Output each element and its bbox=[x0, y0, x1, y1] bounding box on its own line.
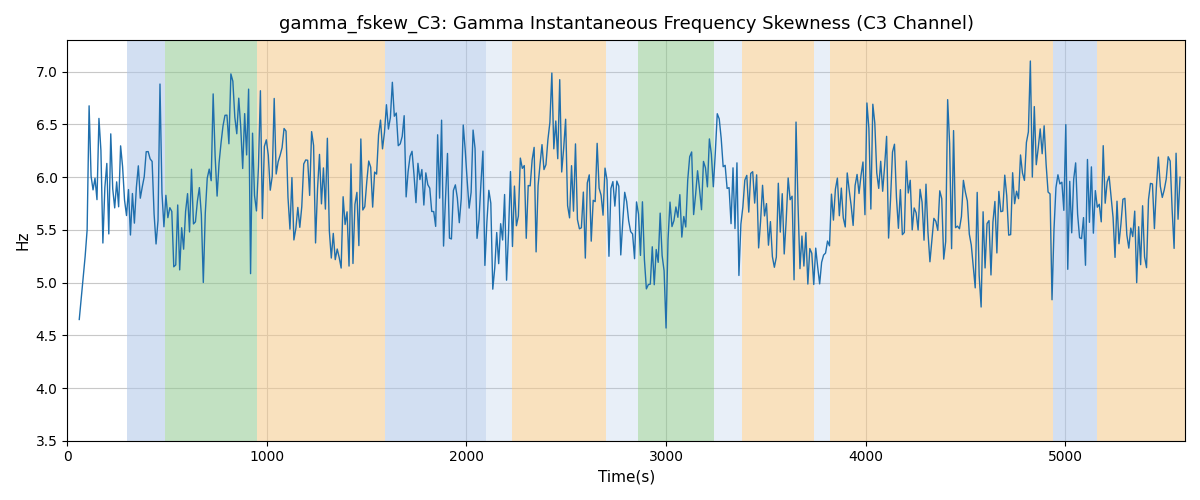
X-axis label: Time(s): Time(s) bbox=[598, 470, 655, 485]
Bar bbox=[486, 40, 512, 440]
Bar bbox=[714, 40, 742, 440]
Bar bbox=[127, 40, 166, 440]
Bar bbox=[638, 40, 714, 440]
Y-axis label: Hz: Hz bbox=[16, 230, 30, 250]
Bar bbox=[166, 40, 257, 440]
Bar bbox=[742, 40, 814, 440]
Bar bbox=[512, 40, 606, 440]
Bar bbox=[1054, 40, 1097, 440]
Bar bbox=[257, 40, 385, 440]
Bar bbox=[606, 40, 638, 440]
Title: gamma_fskew_C3: Gamma Instantaneous Frequency Skewness (C3 Channel): gamma_fskew_C3: Gamma Instantaneous Freq… bbox=[278, 15, 973, 34]
Bar bbox=[814, 40, 829, 440]
Bar bbox=[385, 40, 486, 440]
Bar bbox=[829, 40, 1054, 440]
Bar bbox=[1097, 40, 1186, 440]
